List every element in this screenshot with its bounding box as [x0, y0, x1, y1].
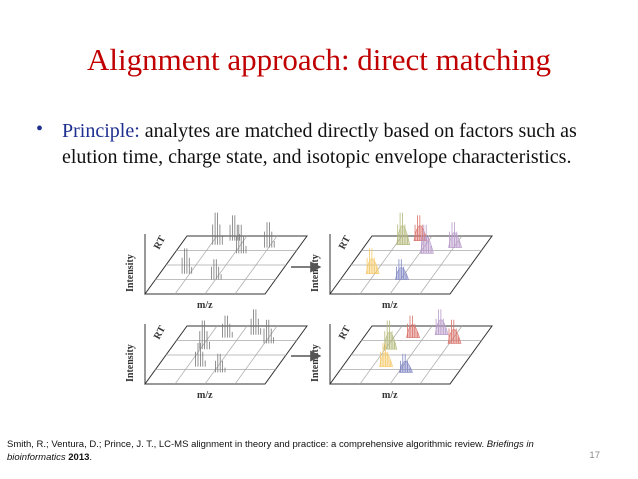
axis-label-intensity: Intensity [310, 254, 321, 292]
axis-label-rt: RT [337, 234, 353, 251]
bullet-item: • Principle: analytes are matched direct… [36, 118, 596, 170]
peak [199, 320, 210, 350]
peak [406, 315, 421, 338]
peak-envelope [447, 329, 462, 344]
peak [399, 353, 413, 373]
panel-top-right: Intensity RT m/z [310, 212, 493, 311]
bullet-text: Principle: analytes are matched directly… [62, 118, 596, 170]
peak-envelope [365, 258, 380, 274]
peak-envelope [406, 324, 421, 338]
peak [420, 224, 434, 254]
peak-envelope [395, 267, 409, 280]
peak-envelope [396, 225, 411, 245]
peak [222, 315, 233, 338]
alignment-figure: Intensity RT m/z Intensity RT m/z Intensity RT m… [125, 212, 493, 401]
peak [264, 222, 275, 248]
peak [195, 342, 206, 367]
panel-plane [144, 325, 308, 385]
peak [236, 224, 247, 254]
citation: Smith, R.; Ventura, D.; Prince, J. T., L… [7, 438, 567, 464]
peak [215, 353, 226, 373]
citation-journal-2: bioinformatics [7, 452, 66, 463]
page-number: 17 [589, 450, 600, 461]
slide-title: Alignment approach: direct matching [87, 42, 551, 77]
citation-year: 2013 [65, 452, 90, 463]
peak [181, 248, 193, 274]
panel-plane [329, 325, 493, 385]
peak-envelope [399, 361, 413, 373]
citation-journal-1: Briefings in [486, 439, 534, 450]
axis-label-rt: RT [152, 234, 168, 251]
axis-label-intensity: Intensity [125, 344, 136, 382]
axis-label-mz: m/z [197, 300, 213, 311]
peak [383, 320, 398, 350]
peak [211, 259, 222, 280]
peak [263, 319, 275, 344]
peak-envelope [448, 232, 462, 248]
panel-bottom-left: Intensity RT m/z [125, 309, 308, 401]
bullet-body: analytes are matched directly based on f… [62, 120, 577, 168]
axis-label-mz: m/z [197, 390, 213, 401]
panel-plane [144, 235, 308, 295]
peak [396, 212, 411, 245]
peak [448, 222, 462, 248]
axis-label-intensity: Intensity [125, 254, 136, 292]
peak [395, 259, 409, 280]
axis-label-intensity: Intensity [310, 344, 321, 382]
citation-end: . [89, 452, 93, 463]
peak-envelope [434, 319, 449, 335]
axis-label-mz: m/z [382, 300, 398, 311]
peak [229, 215, 241, 241]
bullet-marker: • [36, 118, 44, 140]
panel-top-left: Intensity RT m/z [125, 212, 308, 311]
peak [365, 248, 380, 274]
citation-authors: Smith, R.; Ventura, D.; Prince, J. T., L… [7, 439, 487, 450]
axis-label-mz: m/z [382, 390, 398, 401]
peak [212, 212, 223, 245]
peak [447, 319, 462, 344]
peak [379, 342, 393, 367]
panel-plane [329, 235, 493, 295]
bullet-keyword: Principle: [62, 120, 140, 142]
axis-label-rt: RT [337, 324, 353, 341]
panel-bottom-right: Intensity RT m/z [310, 309, 493, 401]
peak [434, 309, 449, 335]
peak [250, 309, 262, 335]
axis-label-rt: RT [152, 324, 168, 341]
